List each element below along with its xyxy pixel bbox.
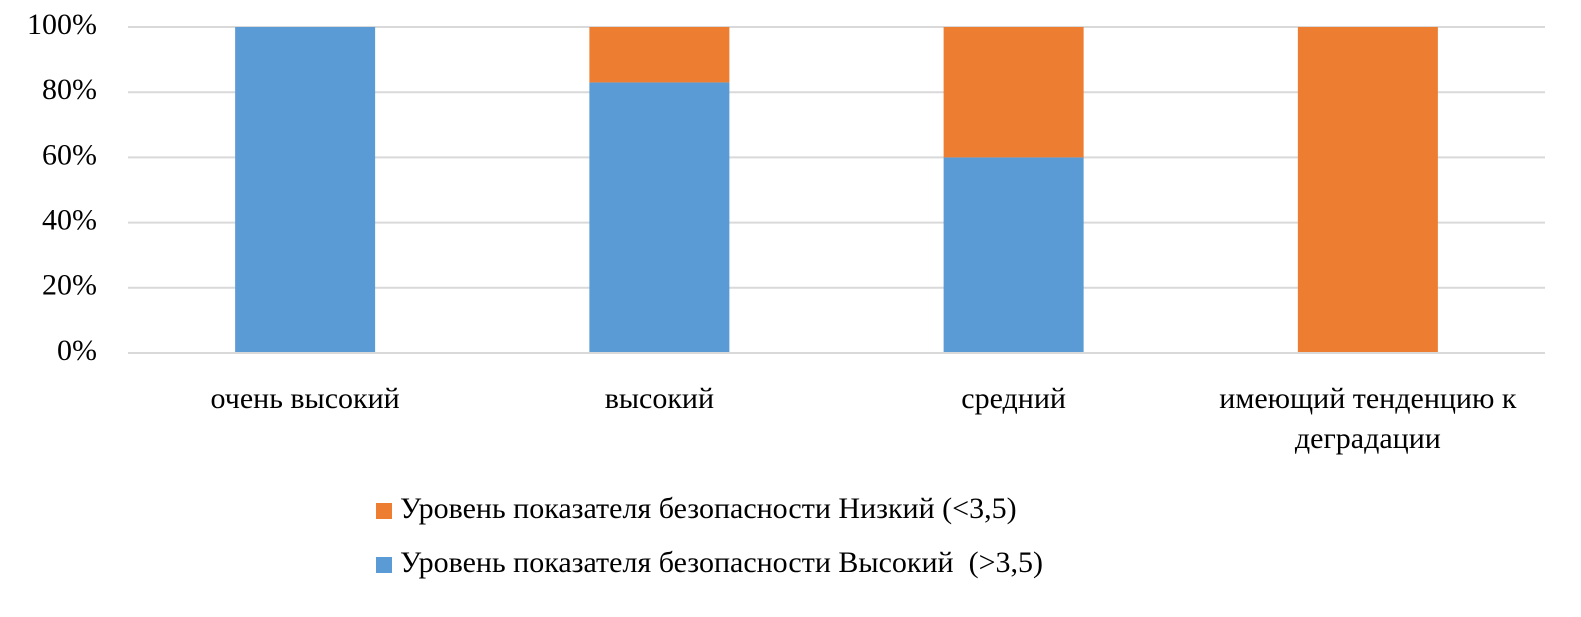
bar-segment	[235, 27, 376, 353]
bar-segment	[589, 27, 730, 83]
x-tick-label: высокий	[604, 382, 715, 415]
legend-swatch	[376, 503, 392, 519]
y-tick-label: 80%	[42, 73, 97, 106]
y-tick-label: 60%	[42, 138, 97, 171]
x-tick-label: средний	[961, 382, 1066, 415]
x-tick-label: очень высокий	[210, 382, 400, 415]
y-tick-label: 40%	[42, 203, 97, 236]
y-tick-label: 20%	[42, 269, 97, 302]
bar-segment	[943, 157, 1084, 353]
x-tick-label: имеющий тенденцию к деградации	[1219, 382, 1517, 455]
bar-segment	[589, 82, 730, 354]
y-tick-label: 0%	[57, 334, 97, 367]
legend-swatch	[376, 557, 392, 573]
y-tick-label: 100%	[27, 8, 97, 41]
bar-segment	[1297, 27, 1438, 353]
legend-label: Уровень показателя безопасности Низкий (…	[400, 492, 1017, 525]
legend-label: Уровень показателя безопасности Высокий …	[400, 546, 1043, 579]
bar-segment	[943, 27, 1084, 158]
